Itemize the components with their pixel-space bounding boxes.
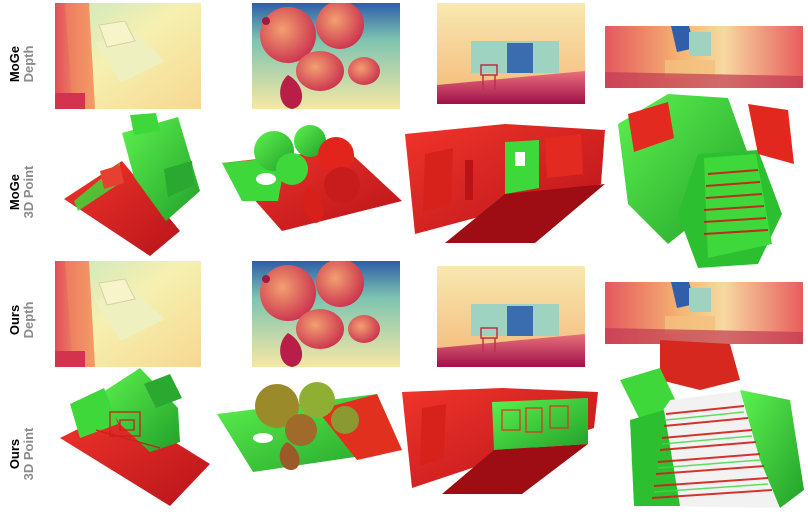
moge-depth-scene-1 [55, 3, 201, 109]
moge-points-scene-4 [608, 94, 803, 269]
moge-points-scene-1 [60, 113, 205, 256]
type-label: 3D Point [21, 165, 36, 219]
row-label-4: Ours 3D Point [0, 384, 44, 524]
method-label: MoGe [7, 173, 22, 211]
moge-points-scene-3 [405, 124, 605, 243]
ours-depth-scene-1 [55, 261, 201, 367]
ours-points-scene-1 [60, 368, 210, 506]
method-label: Ours [7, 438, 22, 470]
moge-points-scene-2 [222, 125, 402, 231]
ours-depth-scene-2 [252, 261, 400, 367]
row-label-2: MoGe 3D Point [0, 128, 44, 256]
ours-points-scene-2 [217, 380, 402, 472]
moge-depth-scene-4 [605, 26, 803, 88]
ours-points-scene-4 [620, 340, 805, 510]
type-label: 3D Point [21, 427, 36, 481]
type-label: Depth [21, 301, 36, 339]
ours-points-scene-3 [402, 388, 602, 494]
ours-depth-scene-3 [437, 266, 585, 367]
method-label: Ours [7, 304, 22, 336]
type-label: Depth [21, 45, 36, 83]
row-label-3: Ours Depth [0, 256, 44, 384]
row-label-1: MoGe Depth [0, 0, 44, 128]
moge-depth-scene-2 [252, 3, 400, 109]
moge-depth-scene-3 [437, 3, 585, 104]
ours-depth-scene-4 [605, 282, 803, 344]
method-label: MoGe [7, 45, 22, 83]
